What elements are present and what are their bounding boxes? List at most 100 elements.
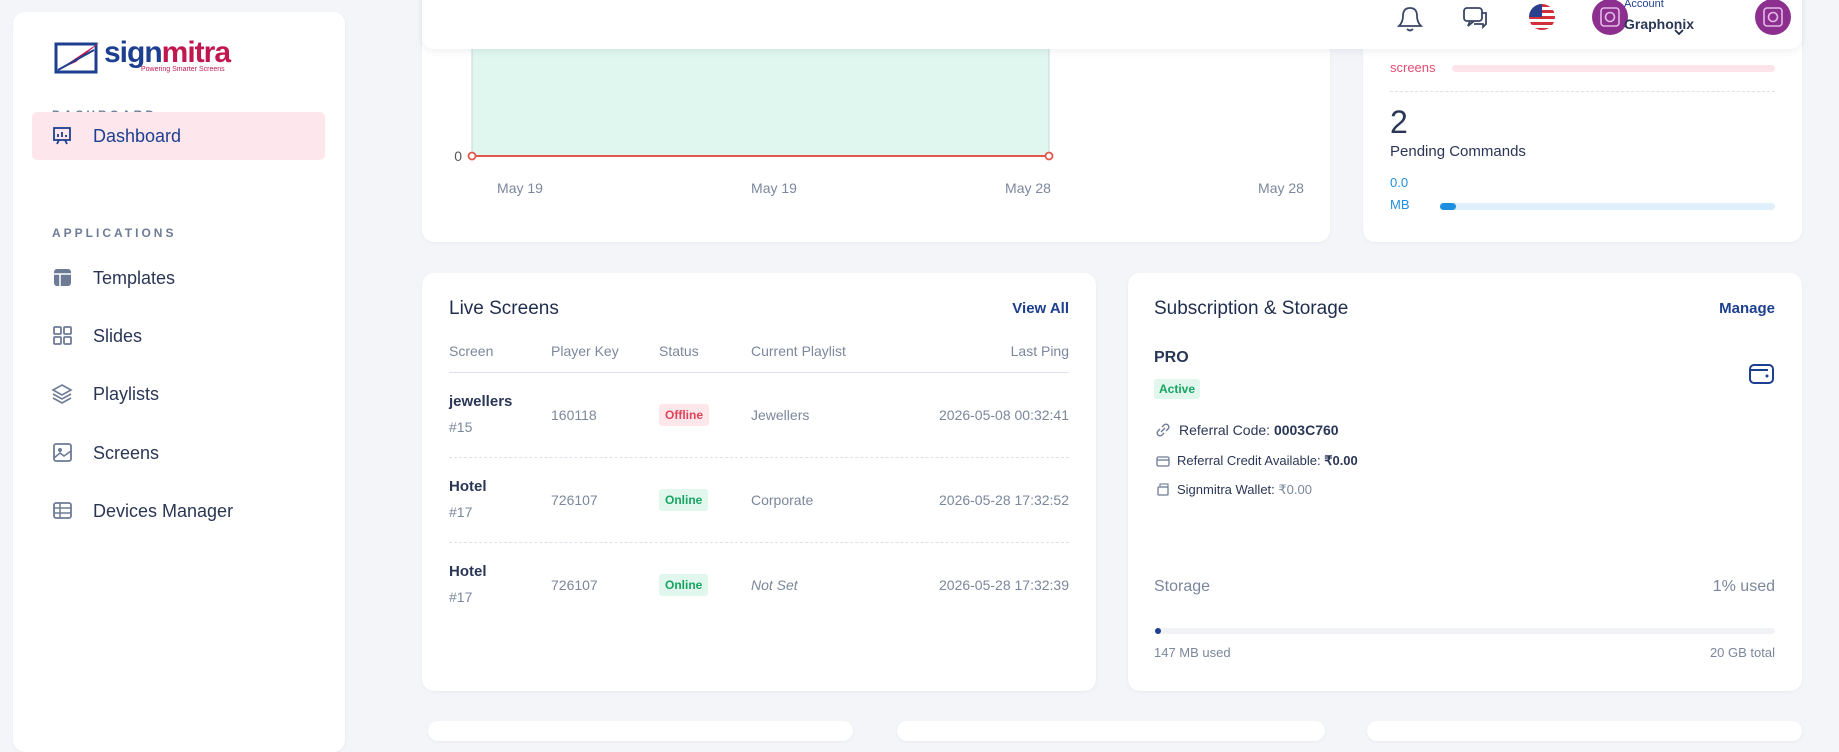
storage-label: Storage — [1154, 578, 1211, 595]
nav-icon — [53, 502, 72, 519]
nav-item[interactable]: Screens — [32, 429, 325, 477]
storage-value: 0.0 — [1390, 175, 1409, 190]
playlist: Jewellers — [751, 407, 810, 423]
column-header: Screen — [449, 343, 494, 359]
chat-icon[interactable] — [1463, 7, 1487, 30]
storage-percent: 1% used — [1712, 578, 1775, 595]
logo-part: mitra — [161, 36, 231, 69]
nav-label: Dashboard — [93, 126, 182, 146]
y-tick-label: 0 — [454, 148, 462, 164]
storage-used: 147 MB used — [1154, 645, 1231, 660]
playlist: Not Set — [751, 577, 798, 593]
status-badge: Online — [659, 489, 709, 511]
last-ping: 2026-05-08 00:32:41 — [939, 407, 1069, 423]
logo-tagline: Powering Smarter Screens — [141, 66, 225, 73]
nav-item[interactable]: Devices Manager — [32, 487, 325, 535]
progress-track — [1440, 203, 1775, 210]
screen-name: Hotel — [449, 478, 487, 495]
column-header: Current Playlist — [751, 343, 846, 359]
label: Signmitra Wallet: — [1177, 482, 1275, 497]
last-ping: 2026-05-28 17:32:39 — [939, 577, 1069, 593]
screen-id: #17 — [449, 504, 473, 520]
nav-icon — [54, 269, 71, 286]
page: signmitra Powering Smarter Screens DASHB… — [13, 0, 1802, 752]
x-tick-label: May 28 — [1005, 180, 1051, 196]
nav-item[interactable]: Playlists — [32, 370, 325, 418]
bell-icon[interactable] — [1396, 7, 1424, 32]
card — [428, 721, 853, 741]
divider — [1390, 91, 1775, 92]
nav-icon — [51, 384, 73, 404]
point — [467, 151, 477, 161]
status-badge: Offline — [659, 404, 709, 426]
nav-item[interactable]: Templates — [32, 254, 325, 302]
progress-fill — [1440, 203, 1456, 210]
logo-part: sign — [104, 36, 163, 69]
referral-credit: Referral Credit Available: ₹0.00 — [1177, 453, 1358, 469]
account-name[interactable]: Graphonix — [1624, 16, 1695, 32]
card-title: Live Screens — [449, 298, 559, 319]
column-header: Player Key — [551, 343, 619, 359]
row-divider — [449, 457, 1069, 458]
section-label: APPLICATIONS — [52, 226, 177, 240]
status-badge: Active — [1154, 379, 1201, 399]
view-all-link[interactable]: View All — [1012, 300, 1069, 317]
nav-label: Slides — [93, 326, 143, 346]
live-screens-card: Live Screens View All Screen Player Key St… — [422, 273, 1096, 691]
status-badge: Online — [659, 574, 709, 596]
link-icon — [1156, 423, 1170, 437]
card — [897, 721, 1325, 741]
sidebar: signmitra Powering Smarter Screens DASHB… — [13, 12, 345, 752]
header-icons — [1396, 0, 1791, 36]
top-header: Account Graphonix — [422, 0, 1802, 49]
label: Referral Credit Available: — [1177, 453, 1321, 468]
nav-item[interactable]: Slides — [32, 312, 325, 360]
avatar[interactable] — [1592, 0, 1628, 35]
column-header: Status — [659, 343, 699, 359]
screen-id: #17 — [449, 589, 473, 605]
wallet-icon — [1749, 364, 1774, 384]
row-divider — [449, 542, 1069, 543]
manage-link[interactable]: Manage — [1719, 300, 1775, 317]
card-title: Subscription & Storage — [1154, 298, 1349, 319]
point — [1044, 151, 1054, 161]
subscription-card: Subscription & Storage Manage PRO Active… — [1128, 273, 1802, 691]
screens-label: screens — [1390, 60, 1436, 75]
flag-icon[interactable] — [1529, 4, 1555, 31]
storage-total: 20 GB total — [1709, 645, 1775, 660]
wallet-small-icon — [1157, 483, 1169, 496]
nav-icon — [53, 326, 72, 345]
screen-name: jewellers — [449, 393, 513, 410]
storage-fill — [1155, 628, 1162, 634]
label: Referral Code: — [1179, 422, 1271, 438]
logo: signmitra — [104, 36, 231, 70]
nav-label: Devices Manager — [93, 501, 234, 521]
nav-label: Playlists — [93, 384, 160, 404]
logo-icon — [54, 42, 100, 74]
value: ₹0.00 — [1278, 482, 1312, 497]
nav-icon — [53, 127, 71, 145]
value: 0003C760 — [1273, 422, 1339, 438]
pending-label: Pending Commands — [1390, 143, 1526, 160]
chevron[interactable] — [1674, 29, 1684, 36]
header-divider — [449, 372, 1069, 373]
x-tick-label: May 19 — [751, 180, 797, 196]
account-label: Account — [1624, 0, 1664, 10]
avatar[interactable] — [1755, 0, 1791, 35]
player-key: 160118 — [551, 407, 597, 423]
card-icon — [1156, 456, 1170, 467]
player-key: 726107 — [551, 492, 598, 508]
playlist: Corporate — [751, 492, 814, 508]
wallet-balance: Signmitra Wallet: ₹0.00 — [1177, 482, 1312, 498]
screen-name: Hotel — [449, 563, 487, 580]
nav-label: Templates — [93, 268, 176, 288]
x-tick-label: May 28 — [1258, 180, 1304, 196]
screen-id: #15 — [449, 419, 473, 435]
storage-unit: MB — [1390, 197, 1410, 212]
storage-track — [1155, 628, 1775, 634]
x-tick-label: May 19 — [497, 180, 543, 196]
nav-item[interactable]: Dashboard — [32, 112, 325, 160]
player-key: 726107 — [551, 577, 598, 593]
nav-icon — [53, 443, 72, 462]
plan-name: PRO — [1154, 349, 1189, 366]
